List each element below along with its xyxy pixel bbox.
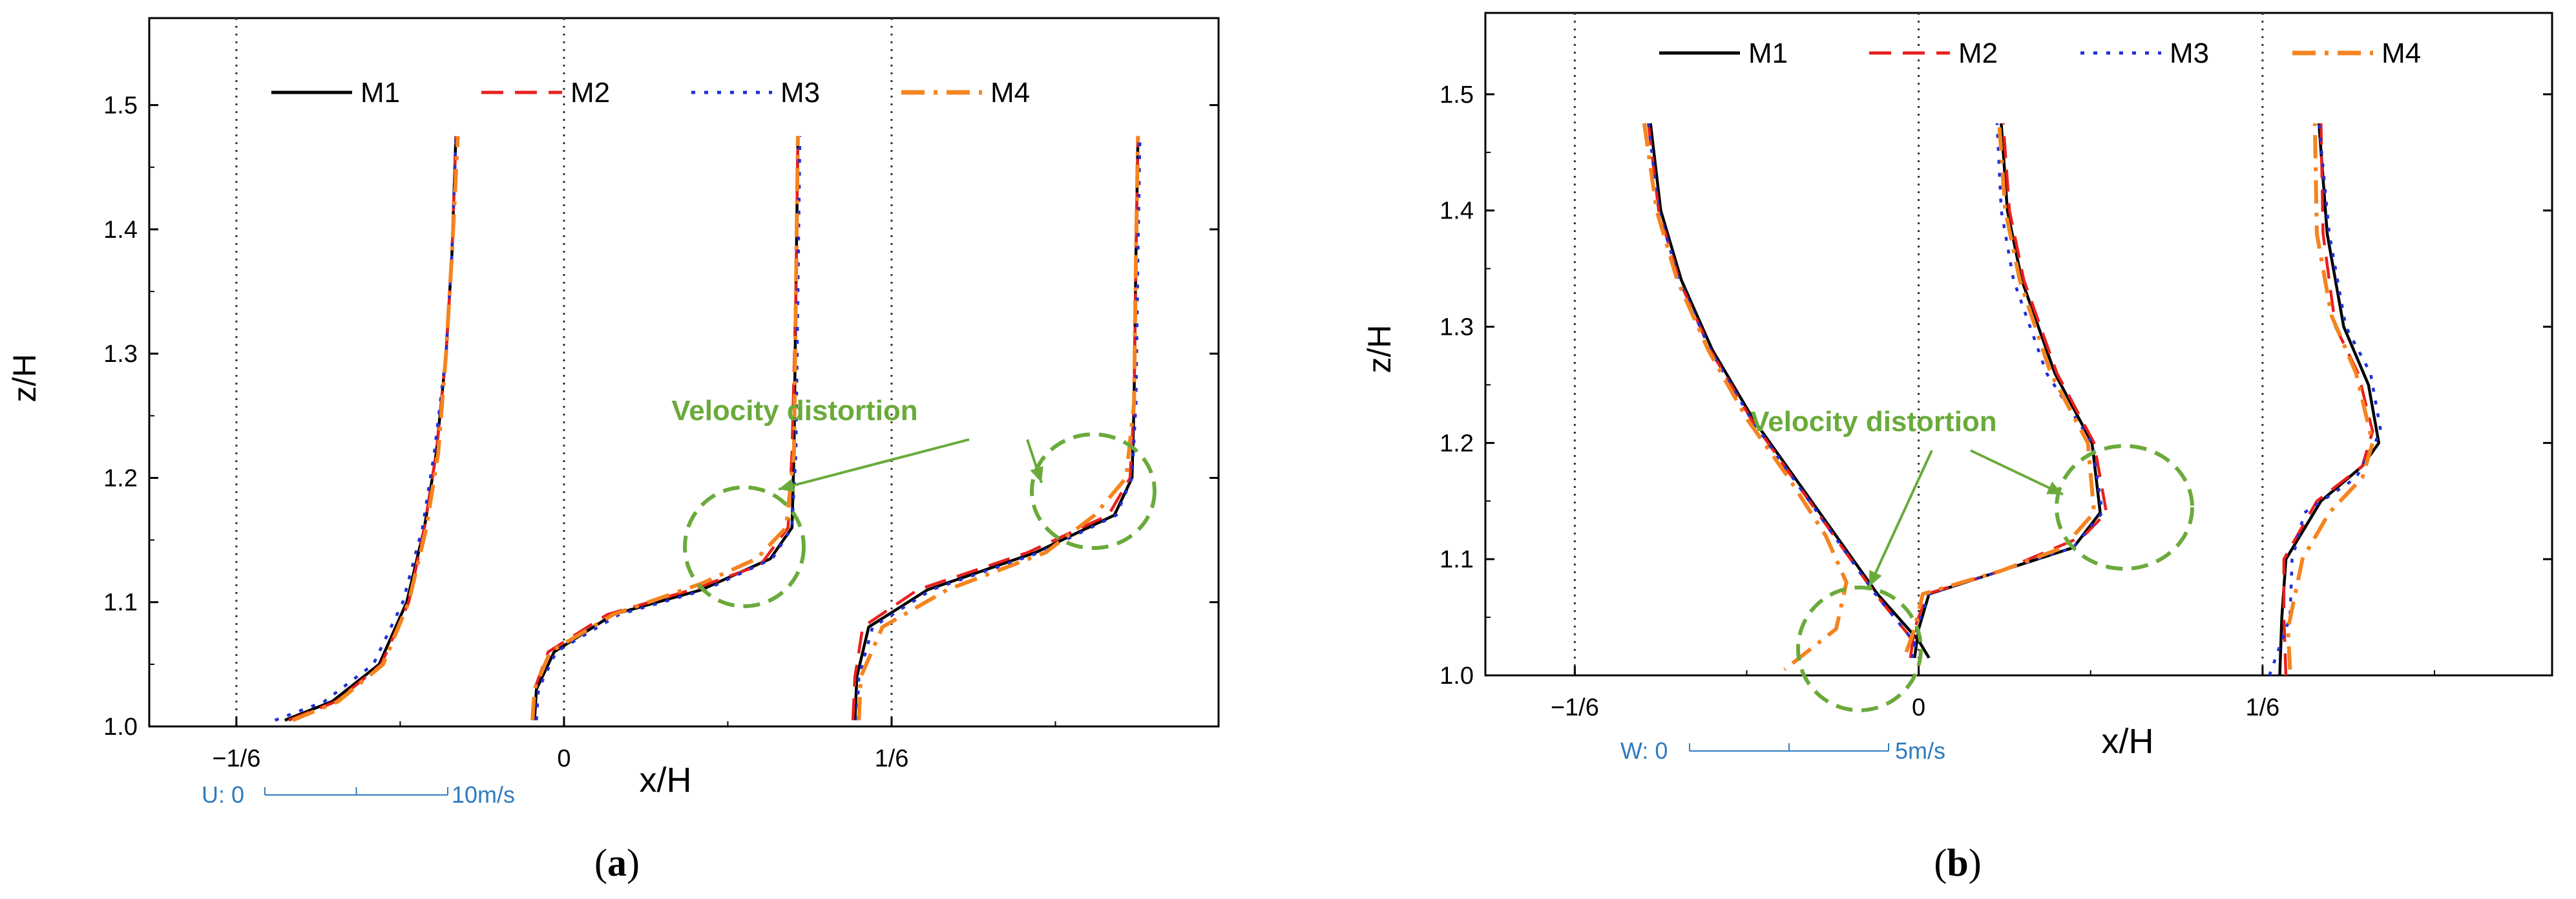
- series-line-m3: [1647, 123, 1920, 653]
- legend-label: M1: [361, 77, 400, 109]
- legend-label: M3: [2170, 37, 2209, 69]
- legend-label: M2: [571, 77, 610, 109]
- series-line-m4: [2286, 123, 2375, 670]
- series-line-m3: [535, 136, 802, 721]
- annotation-arrow: [778, 438, 970, 491]
- y-tick-label: 1.1: [1440, 546, 1474, 573]
- series-line-m1: [853, 136, 1140, 721]
- panel-caption: (b): [1934, 841, 1981, 884]
- legend-label: M4: [2382, 37, 2421, 69]
- panel-caption: (a): [594, 841, 640, 884]
- series-line-m1: [1912, 123, 2102, 659]
- series-line-m4: [1904, 123, 2097, 653]
- x-tick-label: 1/6: [2245, 694, 2279, 721]
- x-tick-label: 0: [1912, 694, 1925, 721]
- x-tick-label: 0: [557, 745, 571, 772]
- series-line-m4: [857, 136, 1140, 721]
- y-tick-label: 1.1: [103, 589, 138, 617]
- series-line-m2: [2282, 123, 2374, 676]
- x-tick-label: −1/6: [212, 745, 260, 772]
- plot-frame: [148, 17, 1220, 728]
- y-tick-label: 1.4: [103, 217, 138, 244]
- y-tick-label: 1.0: [103, 714, 138, 741]
- annotation-arrow: [1970, 449, 2064, 496]
- series-line-m2: [851, 136, 1140, 721]
- series-line-m2: [1647, 123, 1920, 653]
- y-tick-label: 1.5: [103, 92, 138, 120]
- series-line-m3: [855, 136, 1142, 721]
- annotation-label: Velocity distortion: [1750, 406, 1996, 438]
- series-line-m1: [284, 136, 457, 722]
- series-line-m1: [1649, 123, 1931, 659]
- legend-label: M2: [1958, 37, 1998, 69]
- distortion-ellipse: [1796, 586, 1923, 712]
- legend-label: M1: [1748, 37, 1788, 69]
- legend-label: M3: [780, 77, 820, 109]
- distortion-ellipse: [683, 485, 806, 608]
- plot-frame: [1484, 12, 2553, 677]
- series-line-m4: [530, 136, 800, 721]
- scale-label-right: 10m/s: [452, 781, 515, 808]
- series-line-m4: [1642, 123, 1848, 672]
- y-tick-label: 1.3: [1440, 314, 1474, 341]
- annotation-arrowhead: [2046, 481, 2063, 494]
- x-tick-label: −1/6: [1551, 694, 1599, 721]
- y-axis-label: z/H: [6, 354, 43, 403]
- annotation-arrowhead: [1869, 570, 1882, 587]
- annotation-label: Velocity distortion: [671, 395, 917, 427]
- y-tick-label: 1.2: [103, 465, 138, 492]
- series-line-m2: [530, 136, 800, 721]
- y-tick-label: 1.5: [1440, 81, 1474, 109]
- y-axis-label: z/H: [1361, 325, 1398, 374]
- series-line-m2: [288, 136, 457, 722]
- y-tick-label: 1.0: [1440, 662, 1474, 690]
- x-tick-label: 1/6: [875, 745, 909, 772]
- series-line-m2: [1909, 123, 2108, 659]
- series-line-m3: [2268, 123, 2383, 676]
- distortion-ellipse: [2055, 444, 2194, 571]
- series-line-m3: [1911, 123, 2104, 659]
- x-axis-label: x/H: [2102, 722, 2154, 761]
- legend-label: M4: [990, 77, 1030, 109]
- y-tick-label: 1.3: [103, 341, 138, 368]
- scale-label-left: W: 0: [1620, 737, 1668, 764]
- y-tick-label: 1.2: [1440, 430, 1474, 457]
- scale-label-right: 5m/s: [1895, 737, 1945, 764]
- series-line-m4: [291, 136, 460, 723]
- series-line-m3: [274, 136, 457, 722]
- chart-panel-a: 1.0 1.1 1.2 1.3 1.4 1.5 −1/6 0 1/6 x/H z/H M1 M2 M3 M4…: [6, 17, 1220, 884]
- annotation-arrowhead: [779, 478, 795, 492]
- scale-label-left: U: 0: [202, 781, 244, 808]
- annotation-arrowhead: [1030, 466, 1043, 483]
- distortion-ellipse: [1030, 432, 1157, 550]
- annotation-arrow: [1868, 450, 1933, 587]
- x-axis-label: x/H: [640, 761, 692, 799]
- series-line-m1: [533, 136, 800, 721]
- y-tick-label: 1.4: [1440, 198, 1474, 225]
- chart-panel-b: 1.0 1.1 1.2 1.3 1.4 1.5 −1/6 0 1/6 x/H z/H M1 M2 M3 M4…: [1361, 12, 2553, 884]
